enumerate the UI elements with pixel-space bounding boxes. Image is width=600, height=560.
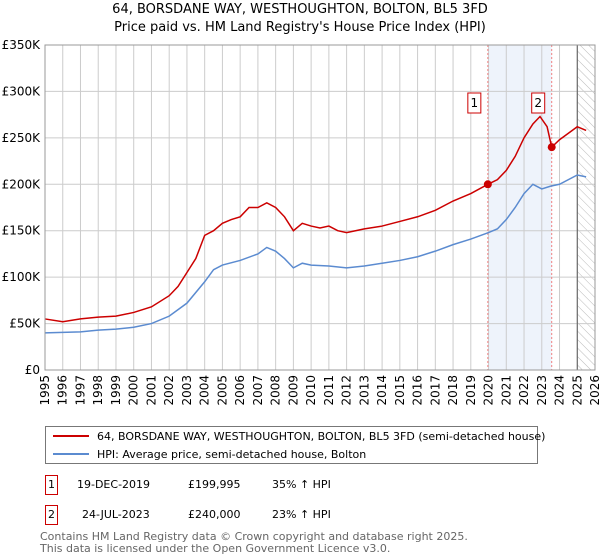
x-tick-label: 2022: [517, 375, 531, 406]
x-tick-label: 2005: [215, 375, 229, 406]
x-tick-label: 2009: [286, 375, 300, 406]
x-tick-label: 2001: [144, 375, 158, 406]
sale-marker-badge: 2: [45, 505, 58, 525]
sale-date: 24-JUL-2023: [82, 508, 150, 521]
x-tick-label: 2019: [464, 375, 478, 406]
y-tick-label: £350K: [2, 38, 42, 52]
x-tick-label: 2024: [553, 375, 567, 406]
legend-label-property: 64, BORSDANE WAY, WESTHOUGHTON, BOLTON, …: [97, 429, 546, 443]
legend-label-hpi: HPI: Average price, semi-detached house,…: [97, 447, 367, 461]
x-tick-label: 2007: [251, 375, 265, 406]
sale-price: £240,000: [188, 508, 241, 521]
y-tick-label: £100K: [2, 270, 42, 284]
sale-point: [483, 180, 492, 189]
chart-subtitle: Price paid vs. HM Land Registry's House …: [114, 20, 486, 35]
sale-label-box: [467, 92, 482, 114]
x-tick-label: 2008: [269, 375, 283, 406]
x-tick-label: 2025: [570, 375, 584, 406]
x-tick-label: 1996: [56, 375, 70, 406]
x-tick-label: 2015: [393, 375, 407, 406]
x-tick-label: 1995: [38, 375, 52, 406]
plot-area: 1995 1996 1997 1998 1999 2000 2001 2002 2003 2004…: [2, 38, 600, 406]
legend-swatch-property: [53, 435, 89, 437]
x-tick-label: 1999: [109, 375, 123, 406]
sale-row-2: 2 24-JUL-2023 £240,000 23% ↑ HPI: [45, 505, 545, 525]
footer-line-1: Contains HM Land Registry data © Crown c…: [40, 530, 468, 543]
sale-label-box: [531, 92, 546, 114]
x-tick-label: 2000: [127, 375, 141, 406]
x-tick-label: 2021: [499, 375, 513, 406]
legend-swatch-hpi: [53, 453, 89, 455]
x-tick-label: 2004: [198, 375, 212, 406]
y-tick-label: £50K: [9, 317, 41, 331]
property-price-line: [44, 115, 587, 323]
x-tick-label: 2020: [482, 375, 496, 406]
sale-label: 2: [534, 96, 542, 110]
sale-row-1: 1 19-DEC-2019 £199,995 35% ↑ HPI: [45, 475, 545, 495]
y-tick-label: £0: [25, 363, 40, 377]
x-tick-label: 2026: [588, 375, 600, 406]
x-tick-label: 2003: [180, 375, 194, 406]
hpi-line: [44, 174, 587, 334]
x-tick-label: 2014: [375, 375, 389, 406]
x-tick-label: 2023: [535, 375, 549, 406]
sale-price: £199,995: [188, 478, 241, 491]
forecast-hatch: [577, 45, 595, 370]
y-tick-label: £250K: [2, 131, 42, 145]
y-tick-label: £200K: [2, 177, 42, 191]
footer: Contains HM Land Registry data © Crown c…: [40, 531, 468, 555]
chart-title: 64, BORSDANE WAY, WESTHOUGHTON, BOLTON, …: [112, 2, 488, 17]
y-tick-label: £300K: [2, 84, 42, 98]
x-tick-label: 1998: [91, 375, 105, 406]
sale-point: [547, 143, 556, 152]
x-tick-label: 2013: [357, 375, 371, 406]
sale-label: 1: [471, 96, 479, 110]
x-tick-label: 1997: [73, 375, 87, 406]
x-tick-label: 2010: [304, 375, 318, 406]
plot-border: [44, 44, 596, 371]
x-tick-label: 2017: [428, 375, 442, 406]
y-tick-label: £150K: [2, 224, 42, 238]
footer-line-2: This data is licensed under the Open Gov…: [40, 542, 391, 555]
x-tick-label: 2006: [233, 375, 247, 406]
x-tick-label: 2011: [322, 375, 336, 406]
legend: 64, BORSDANE WAY, WESTHOUGHTON, BOLTON, …: [45, 426, 545, 464]
x-tick-label: 2016: [411, 375, 425, 406]
sale-date: 19-DEC-2019: [77, 478, 151, 491]
sale-hpi-change: 35% ↑ HPI: [272, 478, 331, 491]
x-tick-label: 2012: [340, 375, 354, 406]
x-tick-label: 2002: [162, 375, 176, 406]
sale-marker-badge: 1: [45, 475, 58, 495]
sale-hpi-change: 23% ↑ HPI: [272, 508, 331, 521]
x-tick-label: 2018: [446, 375, 460, 406]
